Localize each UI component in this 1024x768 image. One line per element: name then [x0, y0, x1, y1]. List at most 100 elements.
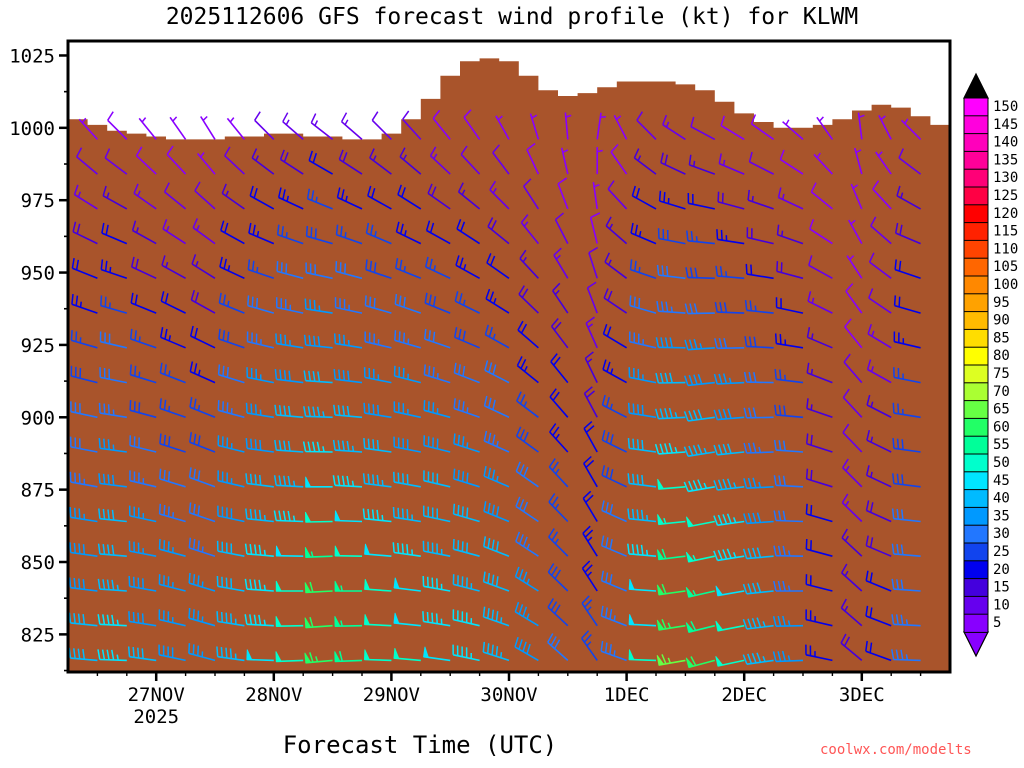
wind-barb	[399, 147, 422, 175]
barb-full	[726, 513, 732, 524]
barb-full	[688, 480, 694, 491]
colorbar-tick-label: 35	[993, 508, 1010, 524]
colorbar-over-arrow	[963, 72, 989, 99]
barb-full	[253, 614, 257, 625]
barb-full	[840, 633, 847, 644]
barb-full	[69, 542, 72, 553]
wind-barb	[773, 545, 804, 557]
colorbar-swatch	[963, 453, 989, 473]
barb-shaft	[246, 482, 274, 488]
barb-shaft	[71, 375, 98, 384]
barb-full	[629, 259, 633, 270]
wind-barb	[245, 508, 274, 523]
wind-barb	[690, 116, 716, 141]
barb-full	[866, 359, 872, 370]
barb-full	[217, 364, 221, 375]
wind-barb	[813, 152, 833, 175]
barb-half	[608, 259, 612, 266]
wind-barb	[806, 362, 833, 384]
barb-full	[782, 510, 786, 522]
wind-barb	[188, 502, 216, 523]
barb-full	[519, 394, 526, 405]
wind-barb	[306, 188, 333, 210]
barb-pennant	[334, 651, 341, 662]
barb-half	[196, 225, 200, 231]
barb-half	[340, 620, 343, 627]
barb-half	[523, 401, 528, 407]
barb-full	[901, 509, 904, 520]
colorbar-tick-label: 30	[993, 526, 1010, 542]
barb-full	[898, 148, 904, 159]
barb-half	[905, 654, 909, 661]
barb-full	[773, 510, 777, 521]
wind-barb	[334, 580, 362, 592]
wind-barb	[581, 560, 598, 592]
barb-full	[307, 406, 311, 417]
wind-barb	[805, 503, 833, 523]
barb-full	[197, 610, 200, 621]
barb-half	[116, 654, 119, 661]
barb-full	[312, 371, 316, 382]
wind-barb	[129, 435, 157, 453]
barb-full	[251, 148, 258, 159]
barb-full	[488, 362, 493, 373]
barb-full	[753, 372, 757, 383]
colorbar-tick-label: 45	[993, 473, 1010, 489]
barb-full	[636, 439, 640, 450]
barb-shaft	[135, 155, 157, 175]
barb-full	[636, 111, 644, 121]
barb-full	[248, 222, 252, 234]
barb-full	[495, 646, 499, 657]
barb-full	[840, 598, 847, 609]
barb-full	[344, 263, 347, 274]
wind-barb	[302, 441, 333, 453]
wind-barb	[217, 505, 245, 523]
barb-shaft	[746, 345, 774, 349]
wind-barb	[868, 252, 892, 279]
wind-barb	[71, 294, 98, 314]
wind-barb	[246, 649, 274, 662]
barb-half	[314, 120, 319, 126]
barb-full	[188, 643, 191, 654]
barb-shaft	[526, 149, 540, 175]
barb-full	[452, 538, 455, 550]
barb-half	[286, 195, 290, 202]
barb-full	[141, 648, 144, 659]
barb-shaft	[402, 118, 422, 140]
wind-barb	[523, 178, 540, 210]
barb-full	[717, 191, 720, 202]
colorbar-tick-label: 65	[993, 402, 1010, 418]
barb-full	[245, 402, 248, 414]
barb-full	[254, 439, 257, 450]
barb-full	[278, 475, 282, 486]
wind-barb	[304, 547, 333, 558]
barb-full	[518, 534, 524, 545]
wind-barb	[276, 224, 304, 245]
barb-full	[278, 510, 282, 521]
wind-barb	[244, 543, 274, 557]
wind-barb	[850, 183, 863, 210]
barb-shaft	[690, 125, 716, 141]
barb-shaft	[160, 372, 186, 384]
colorbar-tick-label: 105	[993, 259, 1018, 275]
barb-pennant	[685, 587, 695, 598]
barb-half	[870, 401, 874, 408]
wind-barb	[893, 295, 921, 314]
wind-barb	[774, 404, 804, 419]
barb-half	[322, 411, 325, 418]
barb-full	[718, 409, 723, 420]
barb-full	[584, 564, 593, 573]
barb-full	[254, 474, 257, 485]
barb-full	[188, 572, 191, 584]
barb-full	[727, 443, 732, 454]
wind-barb	[460, 145, 481, 175]
barb-full	[251, 260, 255, 272]
barb-shaft	[842, 432, 863, 453]
wind-barb	[685, 656, 716, 669]
barb-full	[898, 296, 901, 307]
wind-barb	[805, 433, 833, 453]
barb-half	[880, 115, 886, 121]
barb-full	[130, 256, 135, 268]
barb-full	[312, 152, 318, 164]
wind-barb	[713, 443, 745, 456]
